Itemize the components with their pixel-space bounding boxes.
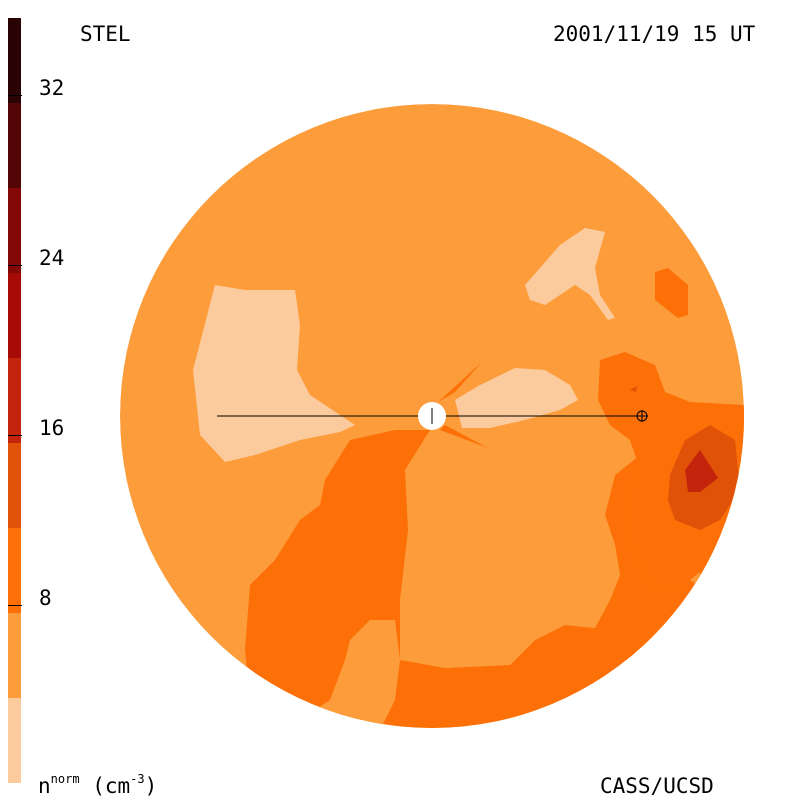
unit-superscript: norm	[50, 772, 80, 786]
contour-low-center-wing	[455, 368, 578, 428]
unit-symbol: n	[38, 774, 51, 798]
contour-high-ray-upper	[438, 362, 482, 402]
contour-peak	[685, 450, 718, 492]
contour-high-ray-lower	[440, 425, 488, 448]
colorbar-band	[8, 613, 21, 698]
colorbar-tick-label: 24	[39, 246, 65, 270]
colorbar-band	[8, 103, 21, 188]
colorbar-band	[8, 528, 21, 613]
unit-open: (cm	[79, 774, 131, 798]
colorbar: 8 16 24 32	[8, 18, 64, 783]
contour-low-upper-right	[525, 228, 615, 320]
colorbar-band	[8, 273, 21, 358]
colorbar-tick-label: 8	[39, 586, 52, 610]
contour-high-ray-tiny	[630, 386, 637, 392]
colorbar-band	[8, 698, 21, 783]
colorbar-band	[8, 358, 21, 443]
colorbar-band	[8, 443, 21, 528]
colorbar-tick	[8, 265, 22, 266]
colorbar-tick	[8, 605, 22, 606]
contour-high-upper-right-islet	[655, 268, 688, 318]
colorbar-tick	[8, 435, 22, 436]
contour-mid-tongue	[400, 428, 640, 668]
colorbar-band	[8, 18, 21, 103]
colorbar-tick-label: 32	[39, 76, 65, 100]
credit-label: CASS/UCSD	[600, 774, 714, 798]
contour-low-left-region	[193, 285, 355, 462]
unit-exponent: -3	[130, 772, 145, 786]
earth-symbol	[636, 410, 648, 422]
unit-label: nnorm (cm-3)	[38, 773, 158, 798]
colorbar-band	[8, 188, 21, 273]
colorbar-tick	[8, 95, 22, 96]
instrument-label: STEL	[80, 22, 131, 46]
colorbar-tick-label: 16	[39, 416, 65, 440]
unit-close: )	[144, 774, 158, 798]
timestamp-label: 2001/11/19 15 UT	[553, 22, 756, 46]
